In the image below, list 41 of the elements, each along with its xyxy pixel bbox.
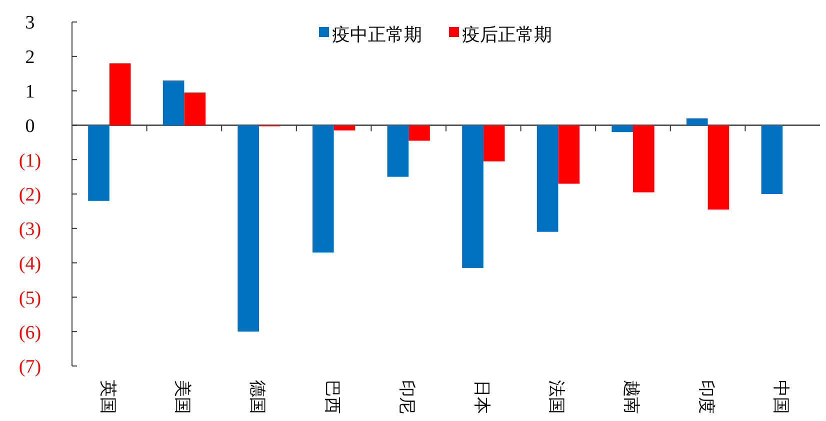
x-tick-label: 巴西 <box>322 380 342 414</box>
x-tick-label: 中国 <box>770 380 791 414</box>
bar <box>536 125 558 232</box>
y-tick-label: 2 <box>25 47 35 68</box>
legend-label: 疫中正常期 <box>332 24 422 46</box>
bar <box>686 118 708 126</box>
y-tick-label: (3) <box>18 219 42 240</box>
bar <box>387 125 409 177</box>
y-tick-label: (4) <box>18 253 42 274</box>
x-tick-label: 法国 <box>546 380 566 414</box>
bar <box>334 125 356 130</box>
bar <box>238 125 259 332</box>
bar <box>184 92 206 126</box>
x-tick-label: 印度 <box>696 380 716 414</box>
bar <box>633 125 654 192</box>
bar <box>462 125 484 268</box>
bar <box>162 80 184 126</box>
bar <box>558 125 580 184</box>
y-tick-label: 3 <box>25 12 35 34</box>
legend-label: 疫后正常期 <box>462 24 552 46</box>
bar <box>612 125 633 132</box>
x-tick-label: 英国 <box>97 380 118 414</box>
x-tick-label: 美国 <box>172 380 192 414</box>
x-tick-label: 越南 <box>621 380 641 414</box>
bar <box>312 125 334 252</box>
bar <box>483 125 505 162</box>
bar <box>408 125 430 141</box>
y-tick-label: (5) <box>18 288 42 309</box>
bar <box>88 125 110 201</box>
y-tick-label: 0 <box>25 116 35 137</box>
y-tick-label: (2) <box>18 184 42 206</box>
y-tick-label: (7) <box>18 356 42 378</box>
y-tick-label: (1) <box>18 150 42 172</box>
bar <box>761 125 783 194</box>
bar <box>109 63 131 126</box>
y-tick-label: 1 <box>25 81 35 102</box>
y-tick-label: (6) <box>18 322 42 344</box>
x-tick-label: 日本 <box>471 380 492 414</box>
bar <box>708 125 730 210</box>
x-tick-label: 德国 <box>247 380 267 414</box>
x-tick-label: 印尼 <box>396 380 417 414</box>
